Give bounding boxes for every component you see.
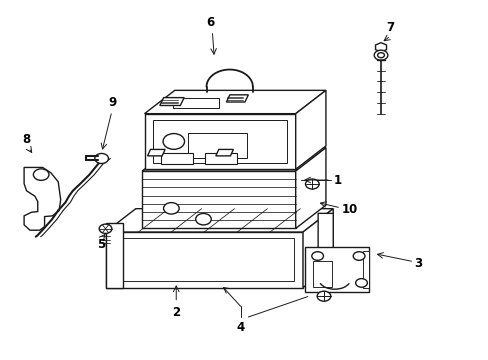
- Polygon shape: [147, 149, 165, 156]
- Polygon shape: [312, 261, 331, 287]
- Text: 10: 10: [341, 203, 358, 216]
- Polygon shape: [303, 209, 332, 288]
- Polygon shape: [161, 153, 193, 164]
- Circle shape: [163, 203, 179, 214]
- Polygon shape: [295, 90, 325, 169]
- Text: 5: 5: [97, 238, 105, 251]
- Text: 1: 1: [332, 174, 341, 186]
- Text: 7: 7: [386, 21, 394, 34]
- Polygon shape: [24, 167, 61, 230]
- Polygon shape: [144, 90, 325, 114]
- Polygon shape: [205, 153, 236, 164]
- Circle shape: [352, 252, 364, 260]
- Polygon shape: [318, 213, 332, 280]
- Polygon shape: [114, 238, 294, 281]
- Circle shape: [305, 179, 319, 189]
- Polygon shape: [142, 171, 295, 228]
- Text: 8: 8: [22, 133, 30, 146]
- Polygon shape: [188, 134, 246, 158]
- Polygon shape: [215, 149, 233, 156]
- Text: 3: 3: [413, 257, 422, 270]
- Polygon shape: [362, 251, 368, 288]
- Polygon shape: [226, 95, 248, 102]
- Polygon shape: [305, 247, 368, 292]
- Circle shape: [377, 53, 384, 58]
- Text: 4: 4: [236, 320, 244, 334]
- Circle shape: [33, 169, 49, 180]
- Polygon shape: [160, 98, 184, 105]
- Circle shape: [195, 213, 211, 225]
- Polygon shape: [375, 42, 386, 52]
- Circle shape: [317, 291, 330, 301]
- Circle shape: [373, 50, 387, 60]
- Polygon shape: [105, 209, 332, 232]
- Polygon shape: [173, 98, 219, 108]
- Circle shape: [95, 153, 108, 163]
- Polygon shape: [153, 120, 286, 163]
- Text: 2: 2: [172, 306, 180, 319]
- Circle shape: [355, 279, 366, 287]
- Circle shape: [311, 252, 323, 260]
- Polygon shape: [295, 148, 325, 228]
- Text: 9: 9: [108, 96, 117, 109]
- Polygon shape: [105, 232, 303, 288]
- Polygon shape: [144, 114, 295, 169]
- Polygon shape: [142, 148, 325, 171]
- Circle shape: [163, 134, 184, 149]
- Polygon shape: [105, 223, 122, 288]
- Text: 6: 6: [206, 16, 214, 29]
- Circle shape: [99, 224, 112, 233]
